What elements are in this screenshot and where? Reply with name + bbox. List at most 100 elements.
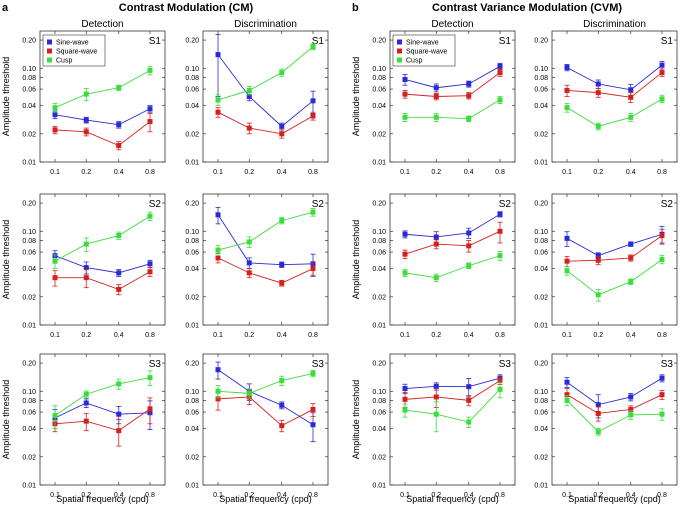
y-axis-label: Amplitude threshold xyxy=(351,220,361,300)
series-line xyxy=(217,211,314,251)
data-point xyxy=(433,411,439,417)
series-line xyxy=(55,271,151,290)
x-tick-label: 0.2 xyxy=(593,332,603,339)
legend-label: Square-wave xyxy=(406,49,447,56)
y-tick-label: 0.08 xyxy=(372,398,386,405)
series-line xyxy=(54,402,151,419)
y-tick-label: 0.02 xyxy=(22,454,36,461)
legend-swatch-square-wave xyxy=(397,48,402,54)
data-point xyxy=(310,44,316,50)
series-sine-wave xyxy=(215,361,316,443)
subject-label: S3 xyxy=(499,359,512,370)
data-point xyxy=(433,394,439,400)
x-tick-label: 0.4 xyxy=(114,169,124,176)
series-cusp xyxy=(564,95,665,131)
data-point xyxy=(246,94,252,99)
plot-frame xyxy=(551,353,678,486)
y-tick-label: 0.01 xyxy=(534,483,548,490)
x-tick-label: 0.8 xyxy=(495,492,505,499)
data-point xyxy=(246,390,252,396)
series-line xyxy=(566,400,663,433)
y-tick-label: 0.04 xyxy=(22,103,36,110)
y-tick-label: 0.01 xyxy=(22,323,36,330)
series-square-wave xyxy=(564,388,665,422)
subject-label: S1 xyxy=(661,36,674,47)
x-tick-label: 0.2 xyxy=(593,169,603,176)
series-line xyxy=(217,257,314,284)
y-tick-label: 0.04 xyxy=(22,266,36,273)
data-point xyxy=(52,112,58,118)
panel-cvm-detection-s3: 0.01 0.02 0.04 0.06 0.08 0.10 0.20 0.1 0.2 0.4 0.8… xyxy=(372,353,516,499)
data-point xyxy=(628,241,634,247)
data-point xyxy=(402,231,408,237)
data-point xyxy=(402,396,408,402)
y-tick-label: 0.10 xyxy=(372,66,386,73)
data-point xyxy=(497,63,503,69)
y-tick-label: 0.02 xyxy=(22,294,36,301)
legend-label: Cusp xyxy=(406,58,422,65)
series-square-wave xyxy=(402,376,503,408)
y-tick-label: 0.08 xyxy=(22,75,36,82)
data-point xyxy=(83,117,89,123)
y-tick-label: 0.02 xyxy=(185,454,199,461)
data-point xyxy=(433,85,439,91)
data-point xyxy=(279,280,285,286)
data-point xyxy=(52,275,58,281)
data-point xyxy=(83,91,89,97)
y-tick-label: 0.01 xyxy=(534,323,548,330)
data-point xyxy=(147,269,153,275)
series-line xyxy=(217,373,314,394)
data-point xyxy=(116,142,122,148)
series-line xyxy=(54,121,151,147)
x-tick-label: 0.1 xyxy=(562,169,572,176)
data-point xyxy=(466,384,472,390)
data-point xyxy=(466,81,472,87)
data-point xyxy=(52,127,58,133)
legend-swatch-square-wave xyxy=(47,48,52,54)
panel-cm-discrimination-s2: 0.01 0.02 0.04 0.06 0.08 0.10 0.20 0.1 0.2 0.4 0.8… xyxy=(185,193,329,339)
y-tick-label: 0.06 xyxy=(22,250,36,257)
series-cusp xyxy=(215,370,316,399)
y-tick-label: 0.04 xyxy=(534,266,548,273)
x-tick-label: 0.4 xyxy=(114,492,124,499)
series-line xyxy=(566,64,663,91)
data-point xyxy=(628,406,634,412)
data-point xyxy=(497,97,503,103)
y-tick-label: 0.02 xyxy=(185,294,199,301)
panel-cvm-detection-s1: 0.01 0.02 0.04 0.06 0.08 0.10 0.20 0.1 0.2 0.4 0.8… xyxy=(372,30,516,176)
data-point xyxy=(564,87,570,93)
legend-swatch-cusp xyxy=(47,57,52,63)
series-line xyxy=(54,408,151,432)
series-square-wave xyxy=(215,107,316,139)
y-tick-label: 0.06 xyxy=(22,87,36,94)
x-tick-label: 0.4 xyxy=(626,169,636,176)
y-tick-label: 0.10 xyxy=(185,389,199,396)
data-point xyxy=(628,94,634,100)
panel-cvm-detection-s2: 0.01 0.02 0.04 0.06 0.08 0.10 0.20 0.1 0.2 0.4 0.8… xyxy=(372,193,516,339)
legend-box xyxy=(392,34,456,67)
series-line xyxy=(566,233,663,257)
series-square-wave xyxy=(564,68,665,104)
y-tick-label: 0.04 xyxy=(534,426,548,433)
y-axis-label: Amplitude threshold xyxy=(351,57,361,137)
data-point xyxy=(215,388,221,394)
plot-frame xyxy=(202,30,329,163)
data-point xyxy=(310,98,316,104)
data-point xyxy=(215,255,221,261)
y-tick-label: 0.04 xyxy=(372,426,386,433)
data-point xyxy=(628,394,634,400)
y-tick-label: 0.08 xyxy=(534,238,548,245)
data-point xyxy=(116,381,122,387)
series-square-wave xyxy=(52,397,153,447)
y-axis-label: Amplitude threshold xyxy=(351,380,361,460)
data-point xyxy=(279,218,285,224)
plot-frame xyxy=(202,193,329,326)
series-line xyxy=(217,111,314,135)
x-tick-label: 0.2 xyxy=(431,169,441,176)
series-line xyxy=(566,259,663,296)
data-point xyxy=(433,234,439,240)
panel-cvm-discrimination-s1: 0.01 0.02 0.04 0.06 0.08 0.10 0.20 0.1 0.2 0.4 0.8… xyxy=(534,30,678,176)
data-point xyxy=(83,391,89,397)
series-cusp xyxy=(215,43,316,106)
data-point xyxy=(246,87,252,93)
